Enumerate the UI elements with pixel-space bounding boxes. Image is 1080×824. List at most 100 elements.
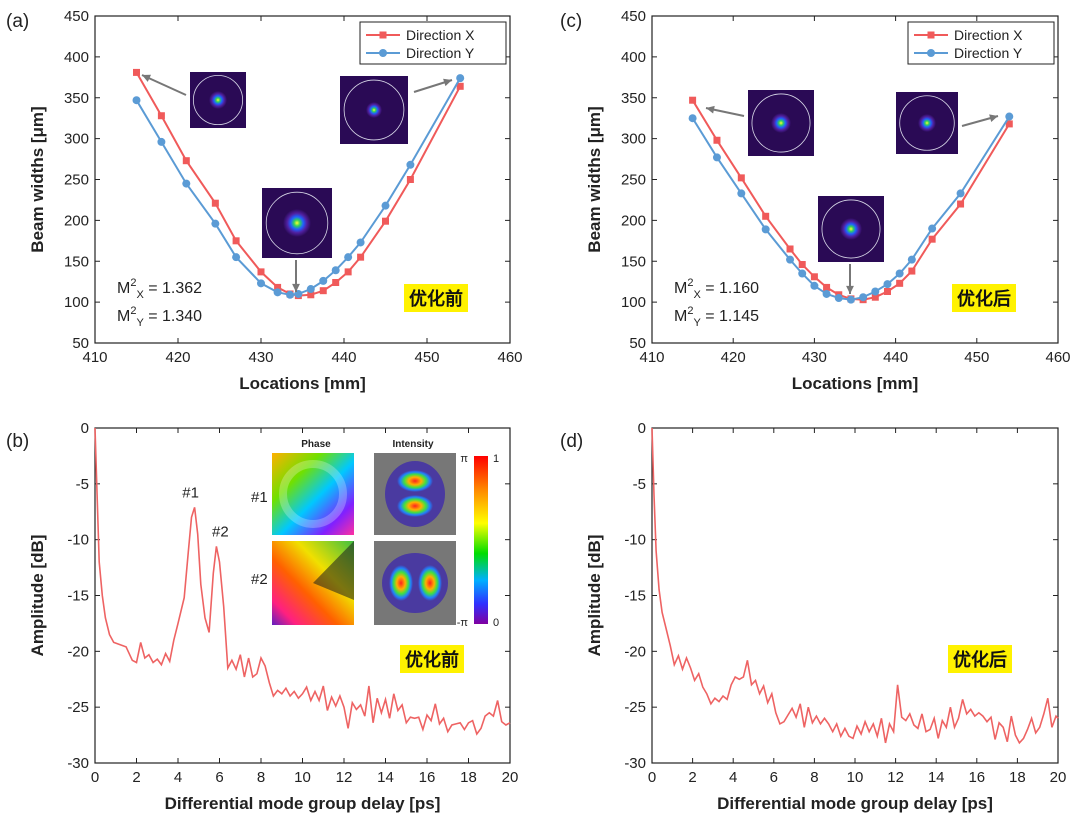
y-tick-label: 50 [72,335,89,352]
beam-spot [918,114,936,132]
intensity-lobe [389,565,413,601]
phase-map-1 [272,453,354,535]
data-point-x [928,235,936,243]
data-point-y [712,153,721,162]
data-point-x [157,112,165,120]
thumbnail-ring [751,93,811,153]
y-tick-label: 0 [81,420,89,437]
x-tick-label: 420 [165,349,190,366]
data-point-y [928,224,937,233]
data-point-y [286,290,295,299]
m2-y-text: M2Y = 1.340 [117,305,202,329]
legend-marker [379,31,387,39]
x-tick-label: 460 [1045,349,1070,366]
data-point-y [319,276,328,285]
intensity-lobe [397,495,433,517]
peak-label: #2 [212,523,229,540]
x-tick-label: 440 [331,349,356,366]
colorbar-intensity-min: 0 [493,617,499,629]
data-point-x [456,82,464,90]
x-tick-label: 16 [419,769,436,786]
data-point-y [822,289,831,298]
x-tick-label: 440 [883,349,908,366]
data-point-x [133,68,140,76]
legend-marker [927,31,935,39]
x-tick-label: 450 [964,349,989,366]
data-point-x [798,261,806,269]
data-point-y [883,280,892,289]
data-point-y [810,281,819,290]
data-point-x [957,200,965,208]
thumbnail-ring [343,79,405,141]
data-point-y [761,225,770,234]
data-point-y [273,288,282,297]
colorbar-intensity-max: 1 [493,453,499,465]
inset-intensity-header: Intensity [392,439,434,450]
x-tick-label: 420 [721,349,746,366]
data-point-y [331,266,340,275]
arrow-head [706,105,715,114]
x-tick-label: 2 [132,769,140,786]
data-point-y [737,189,746,198]
panel-label: (d) [560,431,583,452]
y-tick-label: 400 [64,49,89,66]
x-tick-label: 18 [1009,769,1026,786]
annotation-highlight [948,645,1012,673]
data-point-y [895,269,904,278]
x-tick-label: 8 [810,769,818,786]
data-point-y [257,279,265,288]
data-point-x [344,268,352,276]
inset-row-label: #1 [251,489,268,506]
phase-dark-region [313,541,354,600]
x-tick-label: 410 [82,349,107,366]
y-tick-label: 450 [64,8,89,25]
x-tick-label: 4 [729,769,737,786]
data-point-y [232,253,241,262]
y-tick-label: -10 [624,532,646,549]
y-tick-label: -20 [67,643,89,660]
series-line-1 [691,116,1011,301]
panel-b: (b)0 2 4 6 8 10 12 14 16 18 20-30-25-20-15-10-50Di… [6,420,518,813]
data-point-y [907,255,916,264]
data-point-x [274,283,282,291]
intensity-lobe [397,470,433,492]
data-point-x [319,287,327,295]
x-tick-label: 2 [688,769,696,786]
data-point-x [823,283,831,291]
annotation-text: 优化前 [405,649,459,670]
thumbnail-ring [192,74,244,126]
x-axis-label: Differential mode group delay [ps] [717,794,993,813]
annotation-highlight [952,284,1016,312]
data-point-y [871,287,880,296]
y-axis-label: Amplitude [dB] [28,535,47,657]
legend-marker [379,49,387,57]
mode-inset: Phase Intensity #1 #2 π -π 1 0 [251,439,499,629]
y-tick-label: -20 [624,643,646,660]
x-tick-label: 10 [294,769,311,786]
x-tick-label: 410 [639,349,664,366]
x-tick-label: 430 [248,349,273,366]
beam-profile-thumbnail [896,92,958,154]
inset-phase-header: Phase [301,439,331,450]
y-axis-label: Amplitude [dB] [585,535,604,657]
colorbar [474,456,488,624]
y-tick-label: 250 [64,172,89,189]
x-tick-label: 14 [377,769,394,786]
y-tick-label: 50 [629,335,646,352]
arrow-head [142,74,151,82]
data-point-y [798,269,807,278]
y-axis-label: Beam widths [μm] [585,106,604,252]
beam-spot [209,91,227,109]
x-tick-label: 0 [91,769,99,786]
y-tick-label: 200 [621,212,646,229]
panel-a: (a) 410 420 430 440 450 460 50 100 150 200 250 300 35… [6,8,523,393]
x-tick-label: 18 [460,769,477,786]
data-point-y [846,295,855,304]
y-tick-label: 0 [638,420,646,437]
data-point-y [132,96,141,105]
beam-profile-thumbnail [262,188,332,258]
y-tick-label: 300 [621,131,646,148]
data-point-y [381,201,390,210]
data-point-y [157,137,166,146]
x-tick-label: 20 [1050,769,1067,786]
